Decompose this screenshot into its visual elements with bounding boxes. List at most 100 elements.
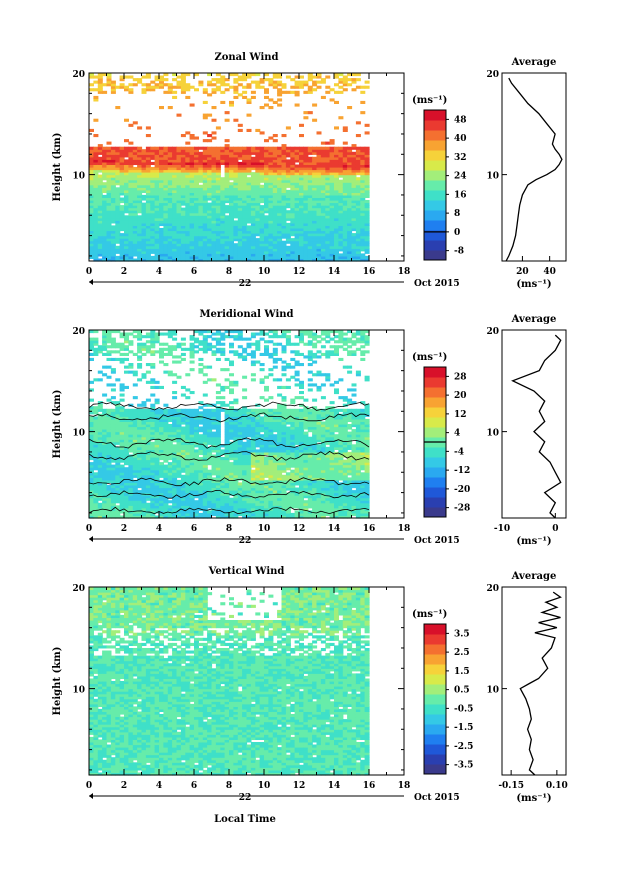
heatmap-cell <box>220 492 226 496</box>
heatmap-cell <box>145 350 151 354</box>
heatmap-cell <box>215 332 221 336</box>
heatmap-cell <box>176 490 182 494</box>
heatmap-cell <box>145 85 151 89</box>
heatmap-cell <box>264 220 269 224</box>
heatmap-cell <box>124 335 129 339</box>
heatmap-cell <box>250 222 256 226</box>
heatmap-cell <box>124 250 129 254</box>
heatmap-cell <box>307 169 313 173</box>
heatmap-cell <box>242 245 248 249</box>
heatmap-cell <box>342 80 348 84</box>
heatmap-cell <box>229 194 234 198</box>
heatmap-cell <box>259 80 265 84</box>
heatmap-cell <box>172 238 178 242</box>
heatmap-cell <box>233 451 239 455</box>
heatmap-cell <box>303 250 309 254</box>
heatmap-cell <box>338 255 344 259</box>
heatmap-cell <box>176 416 182 420</box>
heatmap-cell <box>342 187 348 191</box>
x-tick-label: 2 <box>121 267 127 277</box>
heatmap-cell <box>303 189 309 193</box>
heatmap-cell <box>285 210 291 214</box>
heatmap-cell <box>93 479 99 483</box>
heatmap-cell <box>229 426 234 430</box>
heatmap-cell <box>207 238 213 242</box>
heatmap-cell <box>124 454 129 458</box>
heatmap-cell <box>128 462 134 466</box>
heatmap-cell <box>360 210 366 214</box>
heatmap-cell <box>334 73 339 77</box>
heatmap-cell <box>198 368 204 372</box>
heatmap-cell <box>176 510 182 514</box>
heatmap-cell <box>229 240 234 244</box>
heatmap-cell <box>347 230 353 234</box>
average-unit: (ms⁻¹) <box>516 279 551 290</box>
heatmap-cell <box>342 75 348 79</box>
heatmap-cell <box>154 194 160 198</box>
heatmap-cell <box>237 164 243 168</box>
heatmap-cell <box>141 497 147 501</box>
heatmap-cell <box>229 212 234 216</box>
heatmap-cell <box>198 228 204 232</box>
heatmap-cell <box>303 212 309 216</box>
heatmap-cell <box>185 436 191 440</box>
heatmap-cell <box>172 253 178 257</box>
heatmap-cell <box>277 182 283 186</box>
heatmap-cell <box>229 146 234 150</box>
heatmap-cell <box>141 444 147 448</box>
heatmap-cell <box>102 510 108 514</box>
heatmap-cell <box>215 202 221 206</box>
heatmap-cell <box>220 250 226 254</box>
heatmap-cell <box>176 424 182 428</box>
heatmap-cell <box>110 235 116 239</box>
heatmap-cell <box>268 248 274 252</box>
heatmap-cell <box>264 248 269 252</box>
heatmap-cell <box>115 429 121 433</box>
heatmap-cell <box>128 146 134 150</box>
heatmap-cell <box>215 497 221 501</box>
heatmap-cell <box>233 497 239 501</box>
heatmap-cell <box>320 149 326 153</box>
heatmap-cell <box>93 439 99 443</box>
heatmap-cell <box>307 151 313 155</box>
heatmap-cell <box>307 182 313 186</box>
heatmap-cell <box>106 335 112 339</box>
heatmap-cell <box>150 85 156 89</box>
heatmap-cell <box>185 210 191 214</box>
heatmap-cell <box>285 194 291 198</box>
heatmap-cell <box>180 225 186 229</box>
heatmap-cell <box>167 187 173 191</box>
heatmap-cell <box>268 220 274 224</box>
heatmap-cell <box>124 459 129 463</box>
heatmap-cell <box>172 156 178 160</box>
heatmap-cell <box>128 495 134 499</box>
heatmap-cell <box>202 177 208 181</box>
heatmap-cell <box>329 217 335 221</box>
heatmap-cell <box>342 205 348 209</box>
heatmap-cell <box>124 457 129 461</box>
heatmap-cell <box>167 90 173 94</box>
heatmap-cell <box>102 210 108 214</box>
heatmap-cell <box>294 169 300 173</box>
heatmap-cell <box>141 446 147 450</box>
heatmap-cell <box>246 194 252 198</box>
heatmap-cell <box>97 174 103 178</box>
heatmap-cell <box>237 210 243 214</box>
heatmap-cell <box>224 335 230 339</box>
heatmap-cell <box>102 200 108 204</box>
heatmap-cell <box>145 197 151 201</box>
heatmap-cell <box>132 457 138 461</box>
heatmap-cell <box>246 189 252 193</box>
heatmap-cell <box>198 342 204 346</box>
heatmap-cell <box>233 154 239 158</box>
heatmap-cell <box>167 370 173 374</box>
heatmap-cell <box>360 172 366 176</box>
heatmap-cell <box>281 222 287 226</box>
heatmap-cell <box>185 255 191 259</box>
heatmap-cell <box>229 413 234 417</box>
heatmap-cell <box>246 167 252 171</box>
heatmap-cell <box>93 451 99 455</box>
heatmap-cell <box>277 255 283 259</box>
heatmap-cell <box>124 444 129 448</box>
heatmap-cell <box>255 255 261 259</box>
